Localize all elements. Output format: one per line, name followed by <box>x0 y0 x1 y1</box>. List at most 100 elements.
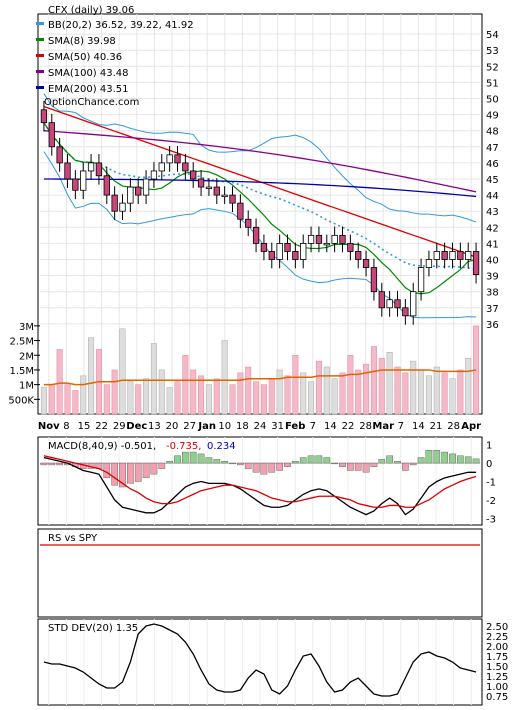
candle-body <box>205 186 213 189</box>
bb-upper-line <box>43 93 477 223</box>
macd-histogram-bar <box>237 462 244 466</box>
stddev-tick-label: 2.50 <box>486 622 508 633</box>
volume-bar <box>135 384 142 415</box>
volume-bar <box>300 372 307 415</box>
macd-tick-label: 1 <box>486 441 492 452</box>
legend-sma100: SMA(100) 43.48 <box>48 68 129 79</box>
price-legend: CFX (daily) 39.06 BB(20,2) 36.52, 39.22,… <box>36 5 194 108</box>
macd-histogram-bar <box>472 458 480 464</box>
date-tick-label: Mar <box>372 421 394 432</box>
candle-body <box>465 251 472 260</box>
price-tick-label: 40 <box>486 256 499 267</box>
volume-bar <box>276 369 283 415</box>
candle-body <box>378 291 385 309</box>
macd-histogram-bar <box>221 461 228 464</box>
candle-body <box>402 307 409 317</box>
candle-body <box>252 226 260 244</box>
bb-middle-line <box>43 122 477 271</box>
candle-body <box>166 154 173 164</box>
volume-bar <box>88 337 95 415</box>
date-tick-label: 21 <box>430 421 443 432</box>
macd-histogram-bar <box>457 455 464 464</box>
macd-histogram-bar <box>331 462 338 465</box>
volume-bar <box>205 384 212 415</box>
macd-histogram-bar <box>182 451 189 464</box>
date-tick-label: Feb <box>285 421 305 432</box>
candle-body <box>190 170 197 180</box>
candle-body <box>40 109 48 124</box>
volume-bar <box>103 384 110 415</box>
volume-bar <box>253 381 260 415</box>
volume-bar <box>292 355 299 415</box>
volume-bar <box>284 375 291 415</box>
macd-histogram-bar <box>197 453 205 464</box>
candle-body <box>127 186 134 204</box>
volume-bar <box>229 384 236 415</box>
macd-histogram-bar <box>362 462 370 473</box>
candle-body <box>410 291 417 317</box>
volume-bar <box>237 372 244 415</box>
date-tick-label: 28 <box>447 421 460 432</box>
volume-bar <box>370 346 377 415</box>
price-tick-label: 49 <box>486 111 499 122</box>
candle-body <box>276 242 283 260</box>
volume-tick-label: 1.5M <box>9 366 34 377</box>
volume-bar <box>245 366 252 415</box>
macd-histogram-bar <box>166 461 173 464</box>
macd-histogram-bar <box>347 462 354 471</box>
date-tick-label: Dec <box>126 421 147 432</box>
candle-body <box>213 186 220 196</box>
volume-bar <box>425 375 432 415</box>
candle-body <box>87 162 95 172</box>
legend-swatch-sma50 <box>36 54 44 57</box>
macd-legend: MACD(8,40,9) -0.501, -0.735, 0.234 <box>48 441 236 452</box>
volume-bar <box>150 343 157 415</box>
date-tick-label: 24 <box>254 421 267 432</box>
candle-body <box>457 251 464 260</box>
stddev-legend: STD DEV(20) 1.35 <box>48 623 138 634</box>
symbol-label: CFX (daily) 39.06 <box>48 5 134 16</box>
price-tick-label: 52 <box>486 62 499 73</box>
rs-panel-frame <box>37 528 483 618</box>
candle-body <box>237 202 244 220</box>
volume-bar <box>418 369 425 415</box>
candle-body <box>48 122 55 148</box>
volume-bar <box>127 381 134 415</box>
macd-histogram-bar <box>425 450 433 464</box>
candle-body <box>323 242 330 246</box>
candle-body <box>355 251 362 260</box>
price-tick-label: 46 <box>486 159 499 170</box>
volume-bar <box>355 369 362 415</box>
stddev-tick-label: 2.25 <box>486 632 508 643</box>
macd-line <box>43 456 477 516</box>
volume-bar <box>174 381 181 415</box>
macd-histogram-bar <box>56 462 63 466</box>
volume-tick-label: 500K <box>8 395 34 406</box>
volume-bar <box>410 360 417 415</box>
price-tick-label: 43 <box>486 207 499 218</box>
rs-label: RS vs SPY <box>48 533 98 544</box>
macd-histogram-bar <box>339 462 346 467</box>
candle-body <box>245 218 252 228</box>
date-tick-label: 7 <box>398 421 404 432</box>
stddev-label: STD DEV(20) 1.35 <box>48 623 138 634</box>
volume-bar <box>449 378 456 415</box>
date-tick-label: 31 <box>271 421 284 432</box>
macd-histogram-bar <box>464 456 472 464</box>
volume-bar <box>48 384 55 415</box>
candle-body <box>221 194 228 198</box>
sma100-line <box>43 130 477 193</box>
ema200-line <box>43 178 477 198</box>
volume-average-line <box>43 369 477 386</box>
price-tick-label: 39 <box>486 272 499 283</box>
volume-bar <box>166 387 173 415</box>
candle-body <box>394 299 401 309</box>
volume-bar <box>441 372 448 415</box>
date-tick-label: 22 <box>342 421 355 432</box>
candle-body <box>174 154 181 164</box>
indicator-lines <box>43 93 477 319</box>
macd-signal-line <box>43 455 477 508</box>
volume-bar <box>158 369 165 415</box>
macd-histogram-bar <box>134 462 142 482</box>
